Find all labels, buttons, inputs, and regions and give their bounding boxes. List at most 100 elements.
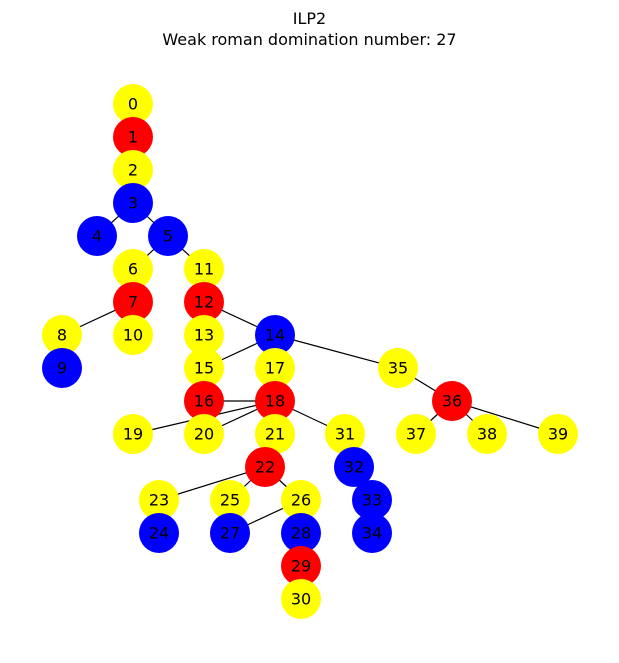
node-label: 6 [128,260,138,279]
node-label: 36 [442,392,462,411]
node-label: 19 [123,425,143,444]
node-circle [281,480,321,520]
graph-node-11: 11 [184,249,224,289]
node-circle [113,183,153,223]
graph-node-4: 4 [77,216,117,256]
node-circle [352,480,392,520]
node-circle [334,447,374,487]
node-label: 11 [194,260,214,279]
node-circle [281,546,321,586]
graph-node-29: 29 [281,546,321,586]
node-circle [139,480,179,520]
graph-node-10: 10 [113,315,153,355]
graph-node-35: 35 [378,348,418,388]
node-label: 17 [265,359,285,378]
graph-node-6: 6 [113,249,153,289]
node-label: 5 [163,227,173,246]
node-label: 39 [548,425,568,444]
edge-14-35 [274,334,399,369]
graph-node-36: 36 [432,381,472,421]
node-label: 28 [291,524,311,543]
node-circle [113,117,153,157]
node-label: 1 [128,128,138,147]
node-circle [325,414,365,454]
node-circle [432,381,472,421]
node-label: 12 [194,293,214,312]
node-circle [184,414,224,454]
graph-node-34: 34 [352,513,392,553]
node-circle [184,315,224,355]
graph-node-16: 16 [184,381,224,421]
node-circle [113,84,153,124]
node-label: 7 [128,293,138,312]
graph-node-1: 1 [113,117,153,157]
graph-node-7: 7 [113,282,153,322]
node-circle [42,315,82,355]
node-label: 0 [128,95,138,114]
node-circle [396,414,436,454]
node-circle [255,348,295,388]
graph-node-28: 28 [281,513,321,553]
node-label: 38 [477,425,497,444]
node-circle [281,579,321,619]
node-label: 15 [194,359,214,378]
node-label: 24 [149,524,169,543]
node-circle [77,216,117,256]
node-label: 32 [344,458,364,477]
graph-node-22: 22 [245,447,285,487]
node-label: 37 [406,425,426,444]
graph-node-14: 14 [255,315,295,355]
graph-node-2: 2 [113,150,153,190]
graph-node-39: 39 [538,414,578,454]
node-label: 22 [255,458,275,477]
graph-node-31: 31 [325,414,365,454]
node-label: 34 [362,524,382,543]
node-label: 31 [335,425,355,444]
node-circle [113,414,153,454]
figure-subtitle: Weak roman domination number: 27 [162,30,456,49]
node-label: 20 [194,425,214,444]
node-label: 25 [220,491,240,510]
graph-node-15: 15 [184,348,224,388]
node-label: 18 [265,392,285,411]
node-circle [113,315,153,355]
graph-node-24: 24 [139,513,179,553]
node-circle [184,249,224,289]
node-circle [42,348,82,388]
node-circle [210,480,250,520]
node-label: 33 [362,491,382,510]
node-label: 21 [265,425,285,444]
graph-node-9: 9 [42,348,82,388]
node-label: 4 [92,227,102,246]
node-circle [538,414,578,454]
graph-node-38: 38 [467,414,507,454]
figure-title: ILP2 [293,9,326,28]
graph-node-13: 13 [184,315,224,355]
node-circle [139,513,179,553]
node-label: 26 [291,491,311,510]
node-circle [467,414,507,454]
graph-node-20: 20 [184,414,224,454]
graph-node-37: 37 [396,414,436,454]
node-label: 2 [128,161,138,180]
node-circle [148,216,188,256]
node-circle [352,513,392,553]
node-label: 8 [57,326,67,345]
node-label: 29 [291,557,311,576]
node-circle [281,513,321,553]
node-circle [113,249,153,289]
graph-node-5: 5 [148,216,188,256]
node-label: 16 [194,392,214,411]
node-circle [184,381,224,421]
graph-node-19: 19 [113,414,153,454]
node-circle [210,513,250,553]
node-label: 13 [194,326,214,345]
node-label: 3 [128,194,138,213]
node-circle [184,348,224,388]
graph-node-27: 27 [210,513,250,553]
node-label: 23 [149,491,169,510]
node-label: 30 [291,590,311,609]
graph-node-12: 12 [184,282,224,322]
